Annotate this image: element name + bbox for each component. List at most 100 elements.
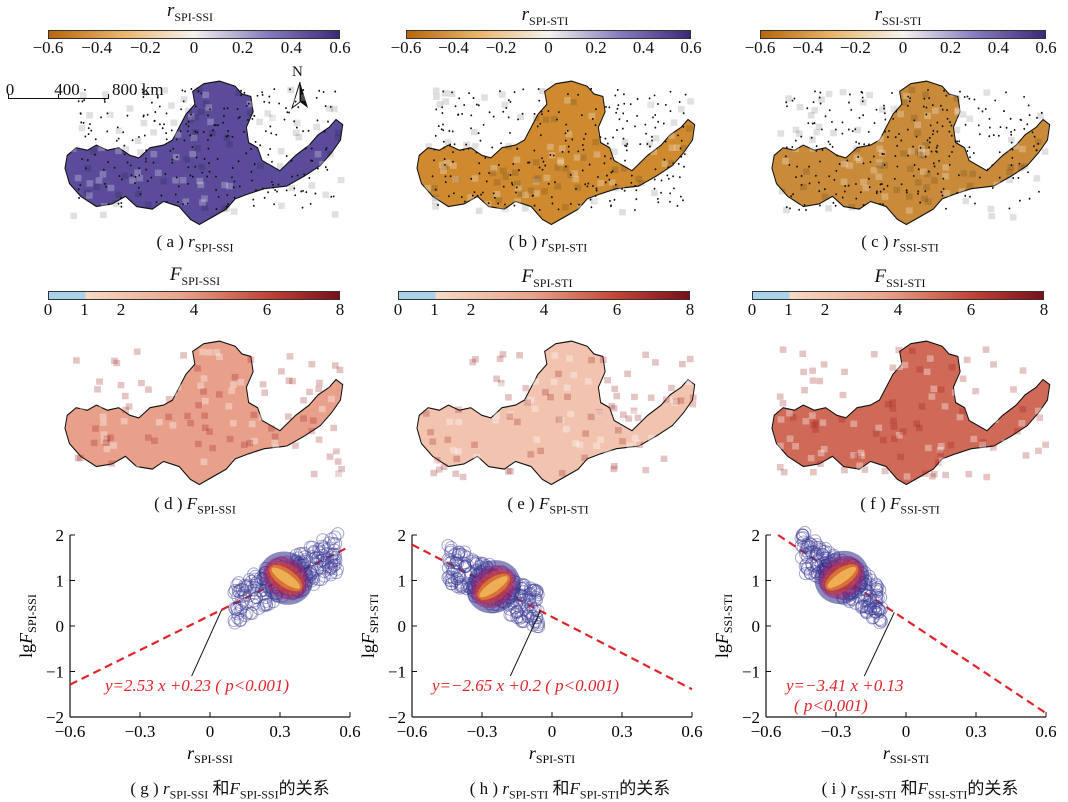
significance-dot	[875, 192, 878, 195]
scatter-svg: 210−1−2−0.6 −0.3 0 0.3 0.6y=2.53 x +0.23 ( p…	[16, 526, 361, 766]
significance-dot	[441, 111, 444, 115]
colorbar-tick-label: 6	[262, 300, 272, 319]
map-cell	[258, 414, 266, 421]
significance-dot	[465, 143, 468, 146]
map-cell	[631, 393, 638, 401]
map-cell	[819, 419, 827, 426]
map-cell	[134, 169, 141, 176]
map-cell	[473, 453, 481, 461]
map-cell	[848, 204, 856, 211]
significance-dot	[440, 128, 443, 131]
map-cell	[169, 422, 177, 429]
map-cell	[155, 419, 163, 426]
map-cell	[870, 102, 878, 109]
map-cell	[633, 440, 641, 447]
scatter-point	[524, 597, 538, 611]
map-cell	[513, 156, 521, 163]
scatter-point	[307, 544, 321, 558]
significance-dot	[94, 138, 97, 141]
significance-dot	[170, 129, 173, 132]
map-cell	[922, 142, 930, 149]
significance-dot	[159, 123, 161, 126]
map-cell	[889, 405, 897, 412]
map-cell	[648, 435, 655, 442]
map-cell	[619, 209, 626, 216]
map-cell	[918, 145, 926, 152]
map-cell	[527, 396, 535, 404]
map-cell	[271, 439, 279, 446]
significance-dot	[666, 174, 669, 177]
significance-dot	[793, 97, 796, 100]
map-cell	[288, 381, 296, 388]
scalebar-label-800: 800 km	[112, 80, 164, 99]
significance-dot	[541, 168, 544, 171]
colorbar-tick-label: −0.6	[744, 38, 776, 57]
significance-dot	[950, 134, 953, 137]
map-cell	[802, 168, 810, 175]
significance-dot	[561, 150, 564, 153]
map-cell	[570, 371, 578, 379]
significance-dot	[238, 185, 241, 188]
significance-dot	[932, 129, 935, 132]
scatter-point	[327, 559, 341, 573]
map-cell	[592, 138, 600, 146]
scatter-point	[865, 611, 879, 625]
significance-dot	[107, 203, 110, 206]
map-cell	[453, 176, 461, 183]
significance-dot	[141, 91, 144, 94]
map-cell	[965, 470, 973, 478]
significance-dot	[269, 147, 272, 151]
density-core	[271, 567, 301, 589]
map-cell	[608, 402, 616, 410]
map-cell	[223, 134, 231, 142]
significance-dot	[893, 177, 896, 180]
map-cell	[431, 197, 439, 204]
map-cell	[960, 355, 968, 363]
significance-dot	[913, 119, 916, 122]
map-cell	[448, 90, 456, 97]
significance-dot	[653, 94, 656, 97]
significance-dot	[835, 193, 837, 196]
significance-dot	[894, 136, 897, 139]
significance-dot	[855, 197, 858, 200]
scatter-point	[445, 562, 459, 576]
scatter-point	[443, 573, 457, 587]
map-cell	[617, 187, 625, 194]
significance-dot	[1010, 133, 1013, 136]
map-cell	[197, 108, 205, 115]
significance-dot	[946, 109, 948, 112]
map-cell	[117, 381, 125, 389]
map-cell	[100, 431, 108, 438]
map-cell	[432, 203, 439, 210]
map-cell	[941, 403, 949, 410]
map-cell	[877, 135, 884, 142]
map-cell	[295, 133, 303, 141]
significance-dot	[946, 117, 949, 120]
map-cell	[282, 111, 290, 118]
significance-dot	[231, 166, 234, 169]
map-cell	[870, 367, 878, 375]
map-cell	[809, 145, 817, 152]
significance-dot	[862, 114, 865, 117]
significance-dot	[1028, 114, 1031, 117]
map-cell	[117, 389, 124, 396]
map-cell	[141, 393, 149, 401]
map-cell	[192, 114, 199, 121]
significance-dot	[609, 157, 612, 160]
scatter-point	[809, 547, 823, 561]
colorbar-title-b: rSPI-STI	[521, 4, 569, 28]
significance-dot	[547, 182, 550, 185]
significance-dot	[323, 130, 326, 133]
scatter-point	[444, 545, 458, 559]
map-cell	[246, 439, 254, 447]
map-cell	[986, 107, 993, 115]
scatter-point	[523, 591, 537, 605]
scatter-point	[810, 540, 824, 554]
significance-dot	[538, 166, 541, 169]
significance-dot	[616, 129, 618, 132]
significance-dot	[928, 146, 931, 149]
significance-dot	[442, 123, 444, 126]
map-e	[416, 340, 697, 486]
scatter-point	[452, 570, 466, 584]
significance-dot	[924, 190, 927, 193]
